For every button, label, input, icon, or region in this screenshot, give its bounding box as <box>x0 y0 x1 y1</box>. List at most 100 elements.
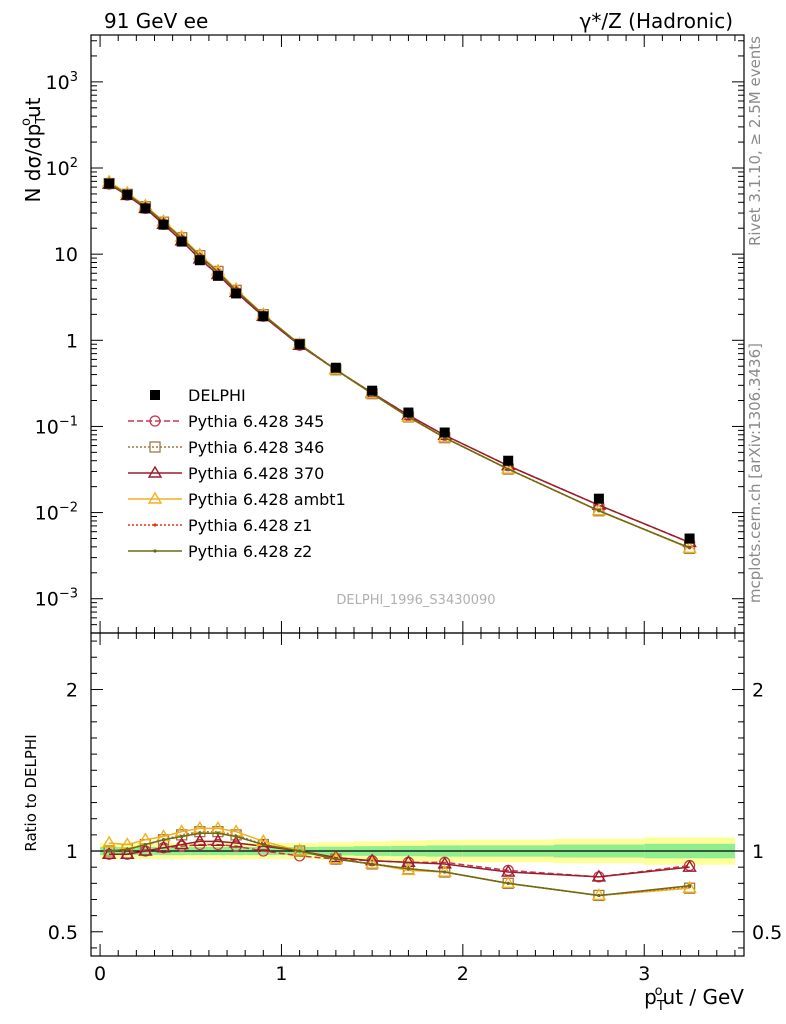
legend-label: Pythia 6.428 ambt1 <box>188 490 346 509</box>
ratio-y-tick-label-right: 1 <box>752 841 764 863</box>
legend-entry: DELPHI <box>150 386 246 405</box>
ratio-series-2-point <box>591 869 607 882</box>
ratio-series-5-point <box>180 834 184 839</box>
x-tick-label: 0 <box>94 963 106 985</box>
data-point <box>258 311 269 322</box>
legend-label: DELPHI <box>188 386 246 405</box>
ratio-series-2-point <box>401 854 416 868</box>
ratio-series-5-point <box>297 849 302 853</box>
legend-label: Pythia 6.428 z2 <box>188 542 312 561</box>
ratio-series-5-point <box>161 838 166 842</box>
y-tick-label: 10−3 <box>35 587 78 611</box>
ratio-series-5-point <box>443 870 447 874</box>
ratio-series-2-point <box>101 846 117 859</box>
data-point <box>503 455 514 466</box>
mc-series-5-point <box>597 509 601 513</box>
legend-marker <box>147 491 163 504</box>
data-point <box>212 270 223 281</box>
ratio-series-5-point <box>125 847 129 852</box>
legend-entry: Pythia 6.428 345 <box>128 412 324 431</box>
ratio-ylabel: Ratio to DELPHI <box>22 734 40 851</box>
ratio-series-5-point <box>597 893 601 898</box>
ratio-y-tick-label-right: 0.5 <box>752 922 782 944</box>
x-axis-title: pTout / GeV <box>644 984 744 1014</box>
legend-entry: Pythia 6.428 370 <box>128 464 324 483</box>
analysis-watermark: DELPHI_1996_S3430090 <box>336 593 495 608</box>
y-tick-label: 102 <box>46 156 78 180</box>
data-point <box>593 493 604 504</box>
ratio-series-2-point <box>328 850 344 863</box>
data-point <box>403 407 414 418</box>
ratio-y-tick-label-right: 2 <box>752 680 764 702</box>
data-point <box>294 339 305 350</box>
y-tick-label: 10−2 <box>35 501 78 525</box>
legend-entry: Pythia 6.428 z2 <box>128 542 312 561</box>
x-tick-label: 1 <box>275 963 287 985</box>
ratio-series-5-point <box>107 849 111 853</box>
ratio-series-2-point <box>437 856 452 869</box>
main-panel: 10−3 10−2 10−1 1 10 102 103 <box>35 34 745 634</box>
legend-marker <box>149 415 161 427</box>
header-left: 91 GeV ee <box>104 9 208 33</box>
mc-series-5-point <box>506 467 510 471</box>
ratio-series-5-point <box>506 881 510 885</box>
ratio-series-2-point <box>682 859 697 872</box>
mcplots-label: mcplots.cern.ch [arXiv:1306.3436] <box>746 343 764 603</box>
legend-marker <box>149 441 161 453</box>
data-point <box>439 427 450 438</box>
ratio-series-5-point <box>234 834 238 839</box>
ratio-y-tick-label: 2 <box>66 680 78 702</box>
ratio-panel: 0.5 0.5 1 1 2 2 0 1 2 3 <box>48 632 782 985</box>
legend-marker <box>153 549 157 553</box>
ratio-series-5-point <box>406 867 411 871</box>
ratio-series-5-point <box>370 862 374 866</box>
legend-label: Pythia 6.428 z1 <box>188 516 312 535</box>
legend-entry: Pythia 6.428 z1 <box>128 516 312 535</box>
mc-series-5-point <box>687 546 692 550</box>
y-tick-label: 103 <box>46 70 78 94</box>
main-ylabel: N dσ/dpTout <box>19 97 49 202</box>
data-point <box>367 385 378 396</box>
ratio-series-5-point <box>216 831 220 835</box>
ratio-y-tick-label: 0.5 <box>48 922 78 944</box>
legend-label: Pythia 6.428 370 <box>188 464 324 483</box>
legend-label: Pythia 6.428 346 <box>188 438 324 457</box>
x-tick-label: 3 <box>638 963 650 985</box>
legend-label: Pythia 6.428 345 <box>188 412 324 431</box>
mc-series-2-line <box>108 183 690 544</box>
x-tick-label: 2 <box>457 963 469 985</box>
ratio-series-3-point <box>101 835 117 848</box>
main-ylabel-text: N dσ/dpTout <box>19 97 49 202</box>
ratio-series-5-point <box>143 842 148 847</box>
data-point <box>330 362 341 373</box>
rivet-label: Rivet 3.1.10, ≥ 2.5M events <box>746 36 764 246</box>
data-point <box>104 178 115 189</box>
legend-entry: Pythia 6.428 ambt1 <box>128 490 346 509</box>
ratio-series-5-point <box>687 884 692 888</box>
legend-marker <box>150 390 160 400</box>
mc-series-0-line <box>108 183 690 544</box>
ratio-y-tick-label: 1 <box>66 841 78 863</box>
data-point <box>684 533 695 544</box>
header-right: γ*/Z (Hadronic) <box>580 9 733 33</box>
data-point <box>158 219 169 230</box>
y-tick-label: 10−1 <box>35 414 78 438</box>
ratio-series-2-point <box>228 835 244 848</box>
data-point <box>140 203 151 214</box>
y-tick-label: 1 <box>66 330 78 352</box>
ratio-series-2-point <box>138 843 153 856</box>
ratio-series-2-point <box>156 840 171 853</box>
data-point <box>194 255 205 266</box>
legend-marker <box>147 465 163 478</box>
data-point <box>176 236 187 247</box>
ratio-series-2-point <box>120 846 135 859</box>
data-point <box>122 189 133 200</box>
ratio-series-5-point <box>334 857 338 861</box>
ratio-series-5-point <box>261 842 265 847</box>
ratio-series-2-point <box>210 833 226 847</box>
y-tick-label: 10 <box>54 244 78 266</box>
legend: DELPHI Pythia 6.428 345 Pythia 6.428 346 Py… <box>128 386 346 561</box>
ratio-series-3-point <box>210 821 226 834</box>
ratio-frame <box>90 632 745 957</box>
